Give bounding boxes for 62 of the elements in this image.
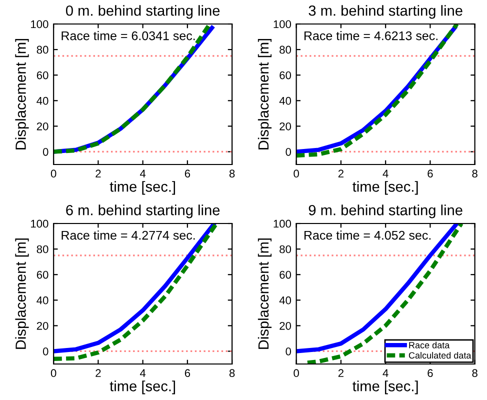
x-axis-title: time [sec.]	[352, 181, 418, 195]
y-axis-title: Displacement [m]	[258, 238, 272, 349]
annotation: Race time = 4.052 sec.	[304, 230, 431, 240]
y-tick-label: 100	[31, 20, 48, 28]
legend-label: Calculated data	[408, 352, 472, 359]
x-tick-label: 6	[428, 170, 433, 178]
y-tick-label: 40	[36, 296, 48, 304]
x-tick-label: 0	[294, 170, 299, 178]
x-tick-label: 4	[140, 170, 146, 178]
x-tick-label: 6	[184, 170, 190, 178]
x-tick-label: 4	[382, 170, 388, 178]
x-tick-label: 2	[338, 170, 344, 178]
y-tick-label: 80	[280, 46, 292, 54]
y-tick-label: 40	[36, 96, 48, 105]
y-tick-label: 80	[36, 46, 48, 54]
x-tick-label: 4	[382, 369, 388, 377]
x-axis-title: time [sec.]	[110, 181, 176, 195]
x-tick-label: 2	[96, 170, 101, 178]
y-tick-label: 80	[36, 245, 48, 254]
y-tick-label: 0	[42, 148, 48, 156]
y-tick-label: 0	[286, 148, 292, 156]
annotation: Race time = 4.6213 sec.	[304, 31, 438, 40]
y-tick-label: 60	[36, 270, 48, 279]
y-tick-label: 60	[36, 71, 48, 80]
x-tick-label: 0	[294, 369, 299, 378]
x-tick-label: 8	[472, 170, 478, 178]
y-tick-label: 0	[286, 347, 292, 356]
y-tick-label: 60	[280, 270, 292, 279]
y-tick-label: 20	[280, 122, 292, 130]
x-tick-label: 6	[428, 369, 433, 378]
y-tick-label: 100	[274, 20, 292, 28]
x-tick-label: 8	[229, 369, 235, 378]
legend-label: Race data	[409, 342, 450, 348]
y-tick-label: 0	[42, 347, 48, 356]
annotation: Race time = 4.2774 sec.	[62, 230, 195, 240]
x-tick-label: 6	[184, 369, 190, 378]
x-tick-label: 8	[472, 369, 478, 378]
y-tick-label: 20	[280, 322, 292, 330]
chart-title: 9 m. behind starting line	[308, 204, 462, 218]
chart-title: 6 m. behind starting line	[66, 204, 220, 218]
chart-title: 0 m. behind starting line	[66, 5, 220, 19]
x-tick-label: 2	[338, 369, 344, 377]
y-tick-label: 60	[280, 71, 292, 80]
y-axis-title: Displacement [m]	[258, 38, 272, 150]
x-axis-title: time [sec.]	[110, 380, 176, 394]
x-axis-title: time [sec.]	[352, 380, 418, 394]
y-axis-title: Displacement [m]	[15, 38, 29, 150]
x-tick-label: 4	[140, 369, 146, 377]
y-tick-label: 40	[279, 296, 292, 304]
y-tick-label: 100	[31, 220, 48, 228]
y-tick-label: 20	[36, 122, 48, 130]
x-tick-label: 0	[50, 369, 56, 378]
x-tick-label: 8	[229, 170, 235, 178]
x-tick-label: 2	[96, 369, 101, 377]
chart-title: 3 m. behind starting line	[308, 5, 462, 19]
y-tick-label: 20	[36, 322, 48, 330]
x-tick-label: 0	[50, 170, 56, 178]
y-tick-label: 80	[280, 245, 292, 254]
y-axis-title: Displacement [m]	[15, 238, 29, 349]
y-tick-label: 100	[274, 220, 292, 228]
annotation: Race time = 6.0341 sec.	[62, 31, 195, 40]
y-tick-label: 40	[279, 96, 292, 105]
